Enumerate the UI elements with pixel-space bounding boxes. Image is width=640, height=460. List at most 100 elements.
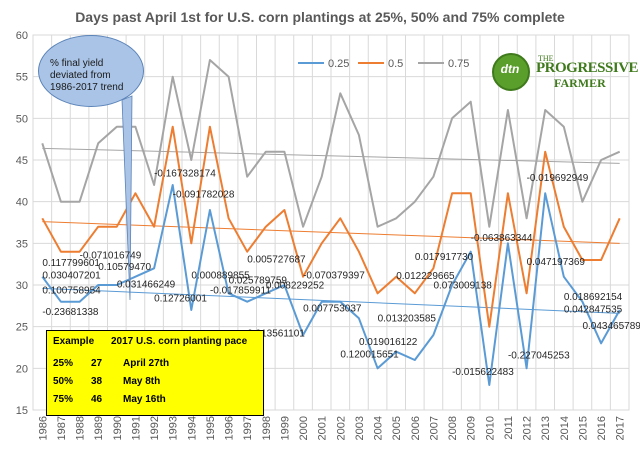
data-annotation: 0.10579470 [98, 262, 151, 273]
example-pct: 25% [53, 358, 74, 369]
example-date: May 16th [123, 394, 166, 405]
data-annotation: 0.017917730 [415, 252, 474, 263]
x-tick-label: 1991 [130, 416, 142, 440]
x-tick-label: 2004 [373, 416, 385, 440]
y-tick-label: 60 [16, 30, 28, 42]
y-tick-label: 25 [16, 322, 28, 334]
logo-progressive-text: PROGRESSIVE [536, 60, 639, 76]
data-annotation: 0.025789759 [229, 275, 288, 286]
trendline-0-5 [42, 221, 620, 244]
data-annotation: 0.013203585 [378, 314, 437, 325]
x-tick-label: 1999 [279, 416, 291, 440]
data-annotation: -0.017859911 [210, 285, 271, 296]
y-tick-label: 35 [16, 238, 28, 250]
data-annotation: -0.071016749 [80, 250, 142, 261]
series-layer [41, 59, 621, 386]
x-tick-label: 2007 [428, 416, 440, 440]
x-tick-label: 1996 [224, 416, 236, 440]
annotation-layer: 0.117799601 0.100758954 0.030407201 -0.2368… [42, 169, 640, 378]
x-tick-label: 2014 [559, 416, 571, 440]
data-annotation: 0.073009138 [433, 280, 492, 291]
x-tick-label: 1986 [37, 416, 49, 440]
callout-line: deviated from [50, 70, 111, 81]
y-tick-label: 30 [16, 280, 28, 292]
example-table: Example 2017 U.S. corn planting pace 25%… [46, 330, 264, 416]
data-annotation: -0.167328174 [154, 169, 216, 180]
y-tick-label: 55 [16, 72, 28, 84]
x-tick-label: 1987 [56, 416, 68, 440]
example-pct: 75% [53, 394, 74, 405]
y-tick-label: 15 [16, 405, 28, 417]
data-annotation: -0.091782028 [173, 190, 235, 201]
plot-area-border [32, 34, 630, 411]
example-header-label: Example [53, 336, 95, 347]
dtn-progressive-farmer-logo: dtn THE PROGRESSIVE FARMER [490, 50, 639, 96]
tick-layer: 15 20 25 30 35 40 45 50 55 60 1986 1987 1988 1989 1990… [16, 30, 627, 440]
callout-bubble [38, 35, 144, 107]
data-annotation: 0.000889855 [191, 270, 250, 281]
callout-text: % final yield deviated from 1986-2017 tr… [50, 58, 142, 94]
example-pct: 50% [53, 376, 74, 387]
data-annotation: -0.070379397 [303, 270, 365, 281]
callout-line: % final yield [50, 58, 104, 69]
legend-label: 0.25 [328, 58, 349, 70]
x-tick-label: 2008 [447, 416, 459, 440]
x-tick-label: 2005 [391, 416, 403, 440]
x-tick-label: 2001 [317, 416, 329, 440]
data-annotation: -0.019692949 [527, 173, 589, 184]
data-annotation: -0.227045253 [508, 350, 570, 361]
x-tick-label: 2011 [503, 416, 515, 440]
x-tick-label: 1989 [93, 416, 105, 440]
callout-pointer-layer [121, 95, 133, 301]
callout-line: 1986-2017 trend [50, 82, 124, 93]
x-tick-label: 2003 [354, 416, 366, 440]
data-annotation: -0.063863344 [471, 233, 533, 244]
data-annotation: 0.005727687 [247, 255, 306, 266]
data-annotation: 0.012229665 [396, 271, 455, 282]
example-days: 46 [91, 394, 103, 405]
x-tick-label: 1993 [168, 416, 180, 440]
data-annotation: 0.12726001 [154, 294, 207, 305]
data-annotation: -0.23681338 [42, 307, 99, 318]
legend-label: 0.75 [448, 58, 469, 70]
x-tick-label: 2017 [615, 416, 627, 440]
x-tick-label: 2002 [335, 416, 347, 440]
y-tick-label: 20 [16, 363, 28, 375]
data-annotation: 0.042847535 [564, 305, 623, 316]
example-header-title: 2017 U.S. corn planting pace [111, 336, 248, 347]
x-tick-label: 2012 [522, 416, 534, 440]
data-annotation: 0.031466249 [117, 280, 176, 291]
data-annotation: 0.030407201 [42, 270, 101, 281]
trendline-0-75 [42, 147, 620, 164]
data-annotation: -0.015622483 [452, 367, 514, 378]
x-tick-label: 1992 [149, 416, 161, 440]
data-annotation: 0.120015651 [340, 350, 399, 361]
logo-the-text: THE [538, 54, 554, 63]
example-date: May 8th [123, 376, 161, 387]
x-tick-label: 1990 [112, 416, 124, 440]
data-annotation: 0.013561101 [247, 329, 305, 340]
legend: 0.25 0.5 0.75 [298, 58, 469, 70]
x-tick-label: 2006 [410, 416, 422, 440]
logo-farmer-text: FARMER [554, 76, 606, 90]
x-tick-label: 2010 [484, 416, 496, 440]
y-tick-label: 40 [16, 197, 28, 209]
x-tick-label: 1995 [205, 416, 217, 440]
x-tick-label: 2013 [540, 416, 552, 440]
dtn-logo-icon [492, 53, 530, 91]
data-annotation: 0.117799601 [42, 258, 100, 269]
example-days: 27 [91, 358, 103, 369]
series-line-0-25 [41, 184, 621, 386]
x-tick-label: 1988 [75, 416, 87, 440]
x-tick-label: 1998 [261, 416, 273, 440]
legend-label: 0.5 [388, 58, 403, 70]
data-annotation: 0.043465789 [582, 321, 640, 332]
y-tick-label: 50 [16, 113, 28, 125]
x-tick-label: 2000 [298, 416, 310, 440]
data-annotation: 0.100758954 [42, 285, 101, 296]
data-annotation: 0.018692154 [564, 292, 623, 303]
x-tick-label: 2016 [596, 416, 608, 440]
x-tick-label: 1994 [186, 416, 198, 440]
series-line-0-5 [41, 125, 621, 328]
